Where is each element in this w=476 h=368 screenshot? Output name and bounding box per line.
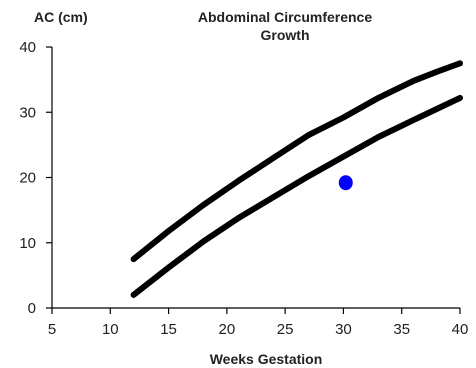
x-tick-label: 10	[102, 321, 119, 338]
x-tick-label: 5	[48, 321, 56, 338]
ticks: 0 10 20 30 40 5 10 15 20 25 30 35 40	[19, 39, 468, 338]
series	[130, 60, 463, 298]
series-line-upper	[130, 60, 463, 263]
x-tick-label: 20	[219, 321, 236, 338]
y-axis-label: AC (cm)	[34, 9, 88, 25]
y-tick-label: 0	[28, 300, 36, 317]
x-tick-label: 35	[393, 321, 410, 338]
x-axis-label: Weeks Gestation	[210, 351, 323, 367]
chart-subtitle: Growth	[261, 27, 310, 43]
y-tick-label: 20	[19, 170, 36, 187]
x-tick-label: 30	[335, 321, 352, 338]
x-tick-label: 40	[452, 321, 469, 338]
y-tick-label: 10	[19, 235, 36, 252]
y-tick-label: 30	[19, 104, 36, 121]
chart-title: Abdominal Circumference	[198, 9, 372, 25]
x-tick-label: 25	[277, 321, 294, 338]
series-line-lower	[130, 94, 463, 298]
data-point-marker	[338, 175, 353, 191]
x-tick-label: 15	[160, 321, 177, 338]
y-tick-label: 40	[19, 39, 36, 56]
markers	[338, 175, 353, 191]
